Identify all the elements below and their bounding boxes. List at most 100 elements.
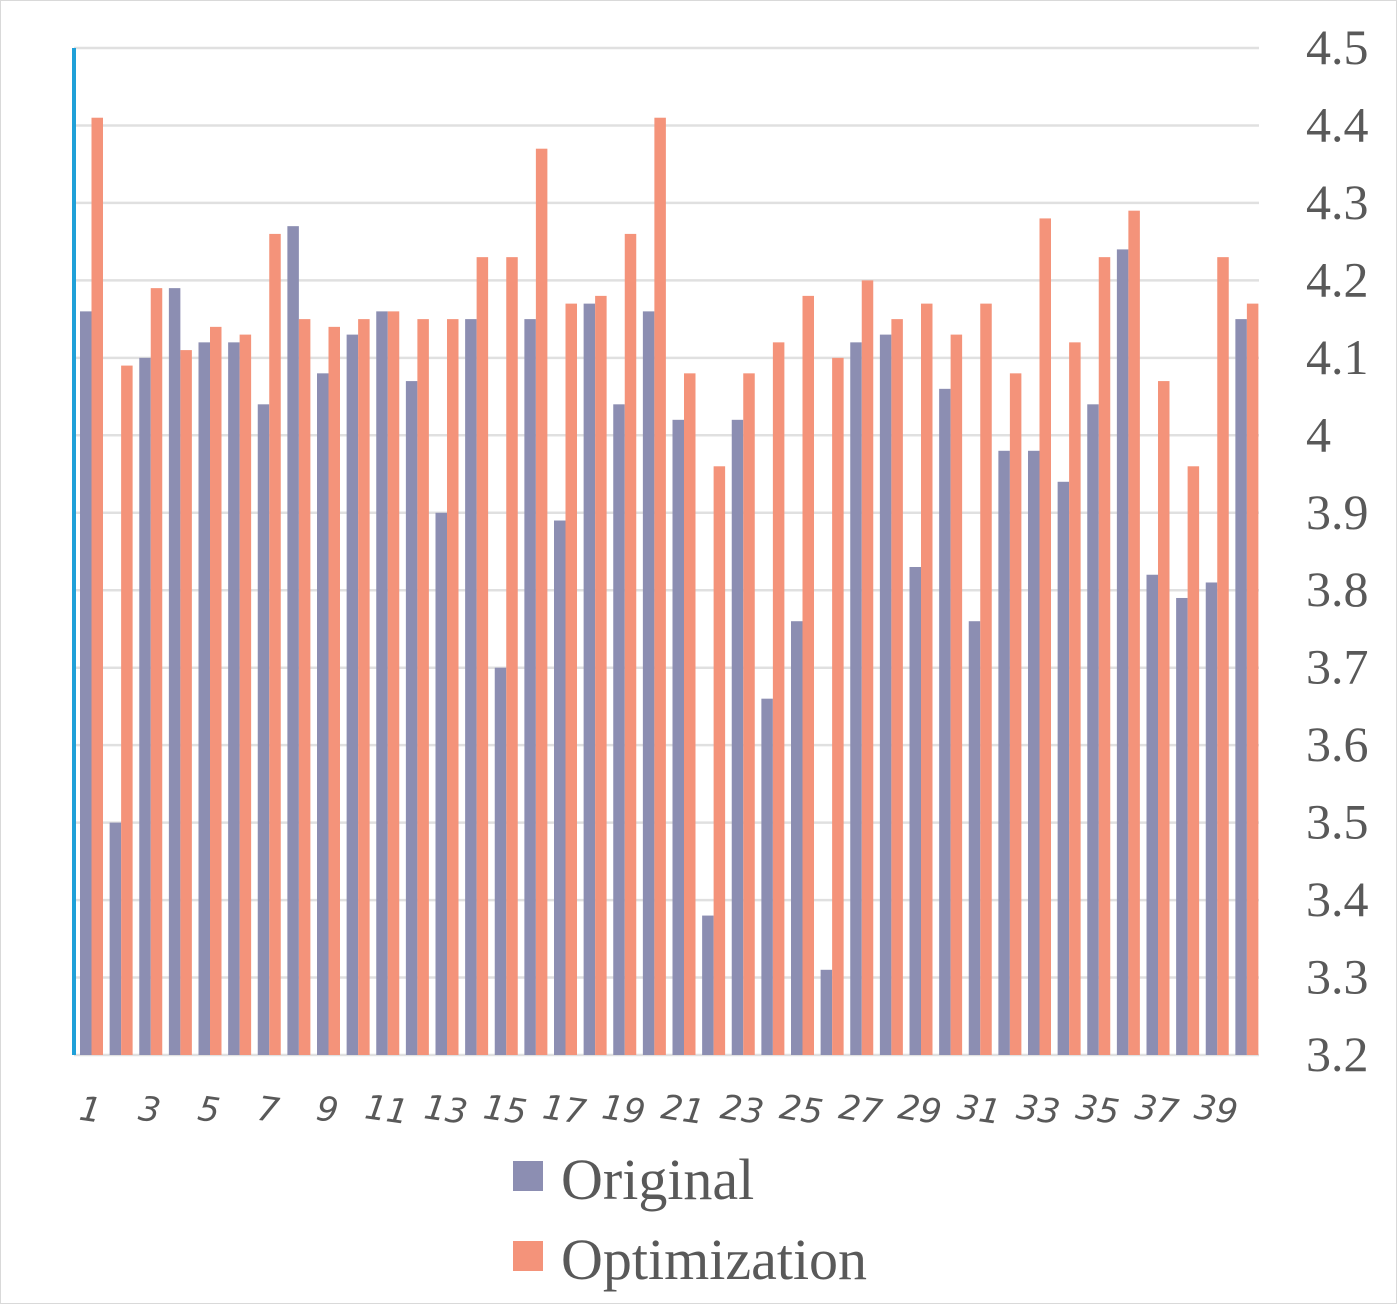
bar-original [939, 388, 951, 1055]
bar-original [672, 419, 684, 1055]
bar-original [287, 226, 299, 1055]
bar-optimization [565, 303, 577, 1056]
bar-optimization [328, 326, 340, 1055]
bar-original [879, 334, 892, 1056]
legend-label: Original [561, 1147, 754, 1212]
bar-original [968, 621, 981, 1055]
y-axis-tick-labels: 3.2 3.3 3.4 3.5 3.6 3.7 3.8 3.9 4 4.1 4.2 4.3 4.4 4.5 [1306, 19, 1369, 1082]
x-tick-label: 3 [136, 1089, 163, 1132]
bar-optimization [1158, 381, 1170, 1056]
x-tick-label: 11 [362, 1087, 410, 1133]
x-tick-label: 39 [1192, 1087, 1240, 1133]
bar-optimization [1187, 466, 1200, 1055]
x-tick-label: 35 [1073, 1087, 1121, 1133]
bar-optimization [595, 295, 607, 1055]
y-tick-label: 4 [1306, 406, 1331, 462]
bar-optimization [121, 365, 133, 1056]
bar-original [1087, 404, 1099, 1055]
bar-optimization [150, 288, 163, 1056]
bar-optimization [802, 295, 814, 1055]
bar-optimization [772, 342, 785, 1055]
x-tick-label: 1 [77, 1089, 104, 1132]
bar-original [702, 915, 714, 1055]
bar-original [850, 342, 862, 1055]
bar-original [109, 822, 122, 1055]
bar-optimization [535, 148, 548, 1055]
x-tick-label: 27 [836, 1087, 885, 1133]
y-tick-label: 4.5 [1306, 19, 1369, 75]
bar-optimization [1069, 342, 1081, 1055]
x-tick-label: 5 [195, 1089, 222, 1132]
y-tick-label: 3.8 [1306, 561, 1369, 617]
bar-original [1116, 249, 1129, 1055]
bar-original [139, 357, 151, 1055]
bar-optimization [476, 257, 489, 1056]
legend-label: Optimization [561, 1227, 867, 1292]
bar-original [198, 342, 210, 1055]
y-tick-label: 3.5 [1306, 794, 1369, 850]
bar-optimization [891, 319, 903, 1056]
bar-optimization [298, 319, 311, 1056]
bar-optimization [91, 117, 103, 1055]
bar-original [613, 404, 625, 1055]
x-axis-tick-labels: 1 3 5 7 9 11 13 15 17 19 21 23 25 27 29 31 33 35 37 39 [77, 1087, 1240, 1133]
bar-original [465, 319, 477, 1056]
bar-optimization [269, 233, 281, 1055]
bar-original [554, 520, 566, 1055]
bars [80, 117, 1259, 1056]
y-tick-label: 3.6 [1306, 716, 1369, 772]
y-tick-label: 3.9 [1306, 484, 1369, 540]
x-tick-label: 7 [255, 1089, 282, 1132]
bar-optimization [447, 319, 459, 1056]
bar-optimization [713, 466, 726, 1055]
x-tick-label: 19 [599, 1087, 647, 1133]
legend-swatch [513, 1161, 543, 1191]
x-tick-label: 23 [718, 1087, 766, 1133]
bar-original [376, 311, 388, 1055]
bar-optimization [1217, 257, 1229, 1056]
bar-original [257, 404, 270, 1055]
y-tick-label: 3.7 [1306, 639, 1369, 695]
gridlines [74, 46, 1259, 1057]
bar-optimization [921, 303, 933, 1056]
bar-original [80, 311, 92, 1055]
bar-original [1146, 574, 1158, 1055]
y-tick-label: 4.3 [1306, 174, 1369, 230]
bar-optimization [980, 303, 992, 1056]
bar-original [642, 311, 655, 1055]
bar-original [820, 969, 833, 1055]
bar-optimization [506, 257, 518, 1056]
bar-original [1235, 319, 1247, 1056]
bar-original [1028, 450, 1040, 1055]
bar-optimization [743, 373, 755, 1055]
bar-original [1176, 597, 1188, 1055]
bar-optimization [950, 334, 963, 1056]
bar-optimization [210, 326, 222, 1055]
y-tick-label: 3.2 [1306, 1026, 1369, 1082]
bar-original [761, 698, 773, 1055]
bar-optimization [180, 350, 192, 1056]
bar-original [524, 319, 536, 1056]
bar-original [435, 512, 447, 1055]
bar-optimization [1098, 257, 1111, 1056]
bar-optimization [239, 334, 252, 1056]
bar-original [583, 303, 596, 1056]
x-tick-label: 17 [540, 1087, 589, 1133]
bar-original [405, 381, 418, 1056]
x-tick-label: 33 [1014, 1087, 1062, 1133]
bar-optimization [861, 280, 874, 1055]
legend-swatch [513, 1241, 543, 1271]
bar-original [494, 667, 507, 1055]
bar-optimization [832, 357, 844, 1055]
bar-original [998, 450, 1010, 1055]
bar-optimization [387, 311, 400, 1055]
bar-original [317, 373, 329, 1055]
bar-optimization [1039, 218, 1051, 1055]
y-tick-label: 3.4 [1306, 871, 1369, 927]
y-tick-label: 4.1 [1306, 329, 1369, 385]
bar-original [168, 288, 181, 1056]
bar-optimization [1246, 303, 1259, 1056]
y-tick-label: 4.2 [1306, 251, 1369, 307]
